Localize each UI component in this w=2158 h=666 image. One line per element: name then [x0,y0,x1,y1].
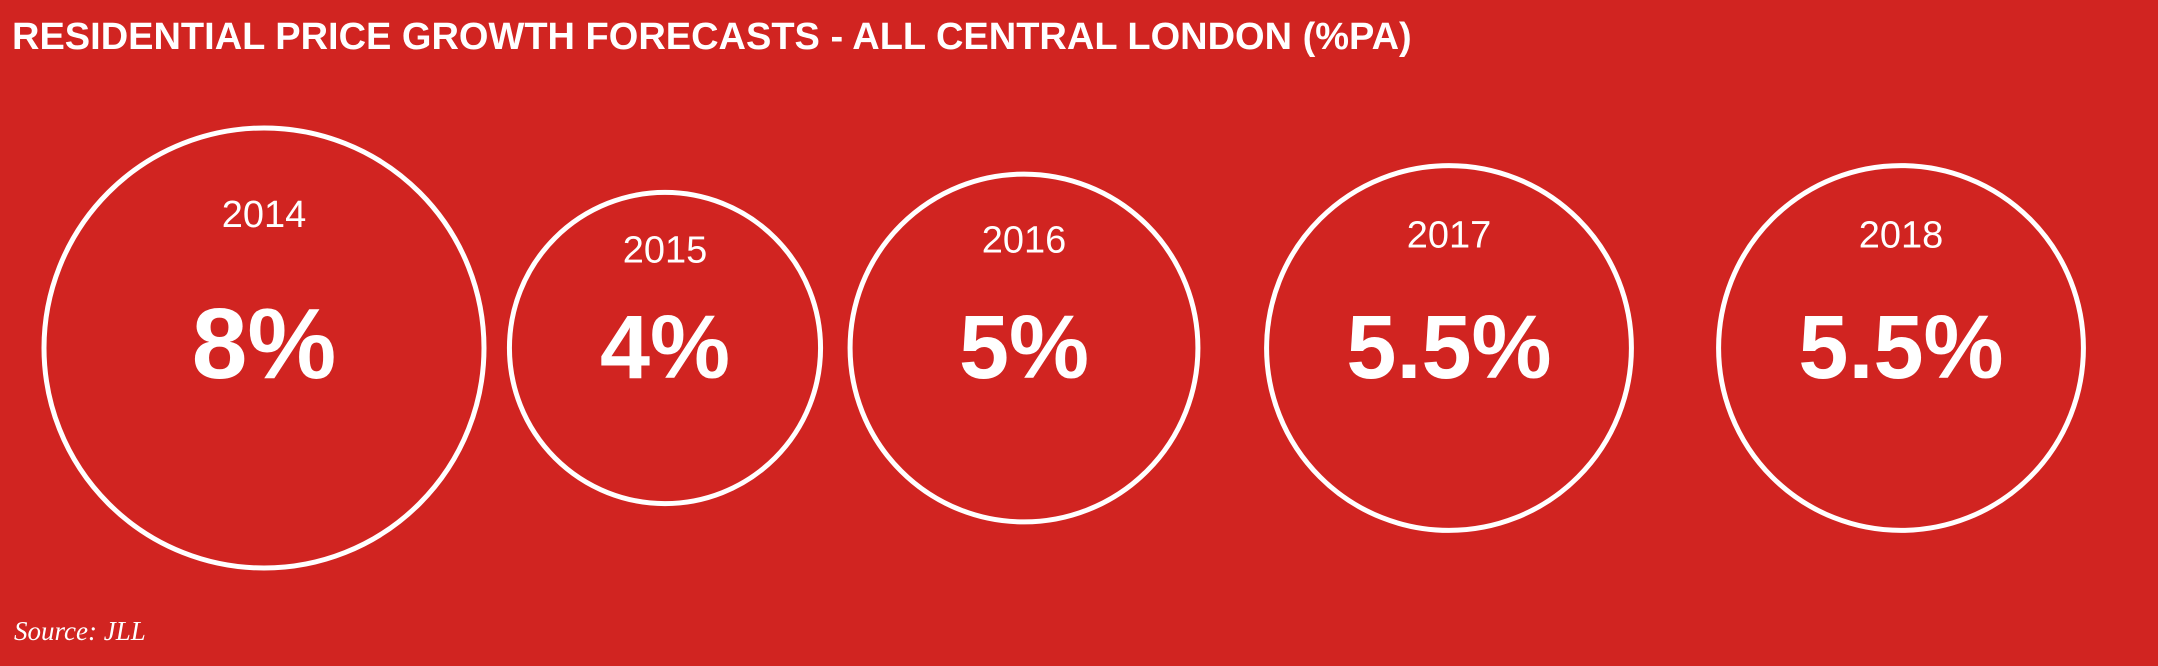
bubble [1264,163,1634,533]
year-label: 2015 [623,229,708,271]
value-label: 5.5% [1346,298,1551,398]
year-label: 2014 [222,194,307,236]
value-label: 5% [959,298,1089,398]
chart-title: RESIDENTIAL PRICE GROWTH FORECASTS - ALL… [12,16,1412,58]
value-label: 4% [600,298,730,398]
value-label: 5.5% [1798,298,2003,398]
bubble [41,125,487,571]
bubble [506,189,824,507]
value-label: 8% [192,288,337,400]
source-note: Source: JLL [14,616,146,646]
year-label: 2018 [1859,215,1944,257]
year-label: 2017 [1407,215,1492,257]
bubble [1716,163,2086,533]
bubble [847,171,1201,525]
year-label: 2016 [982,219,1067,261]
